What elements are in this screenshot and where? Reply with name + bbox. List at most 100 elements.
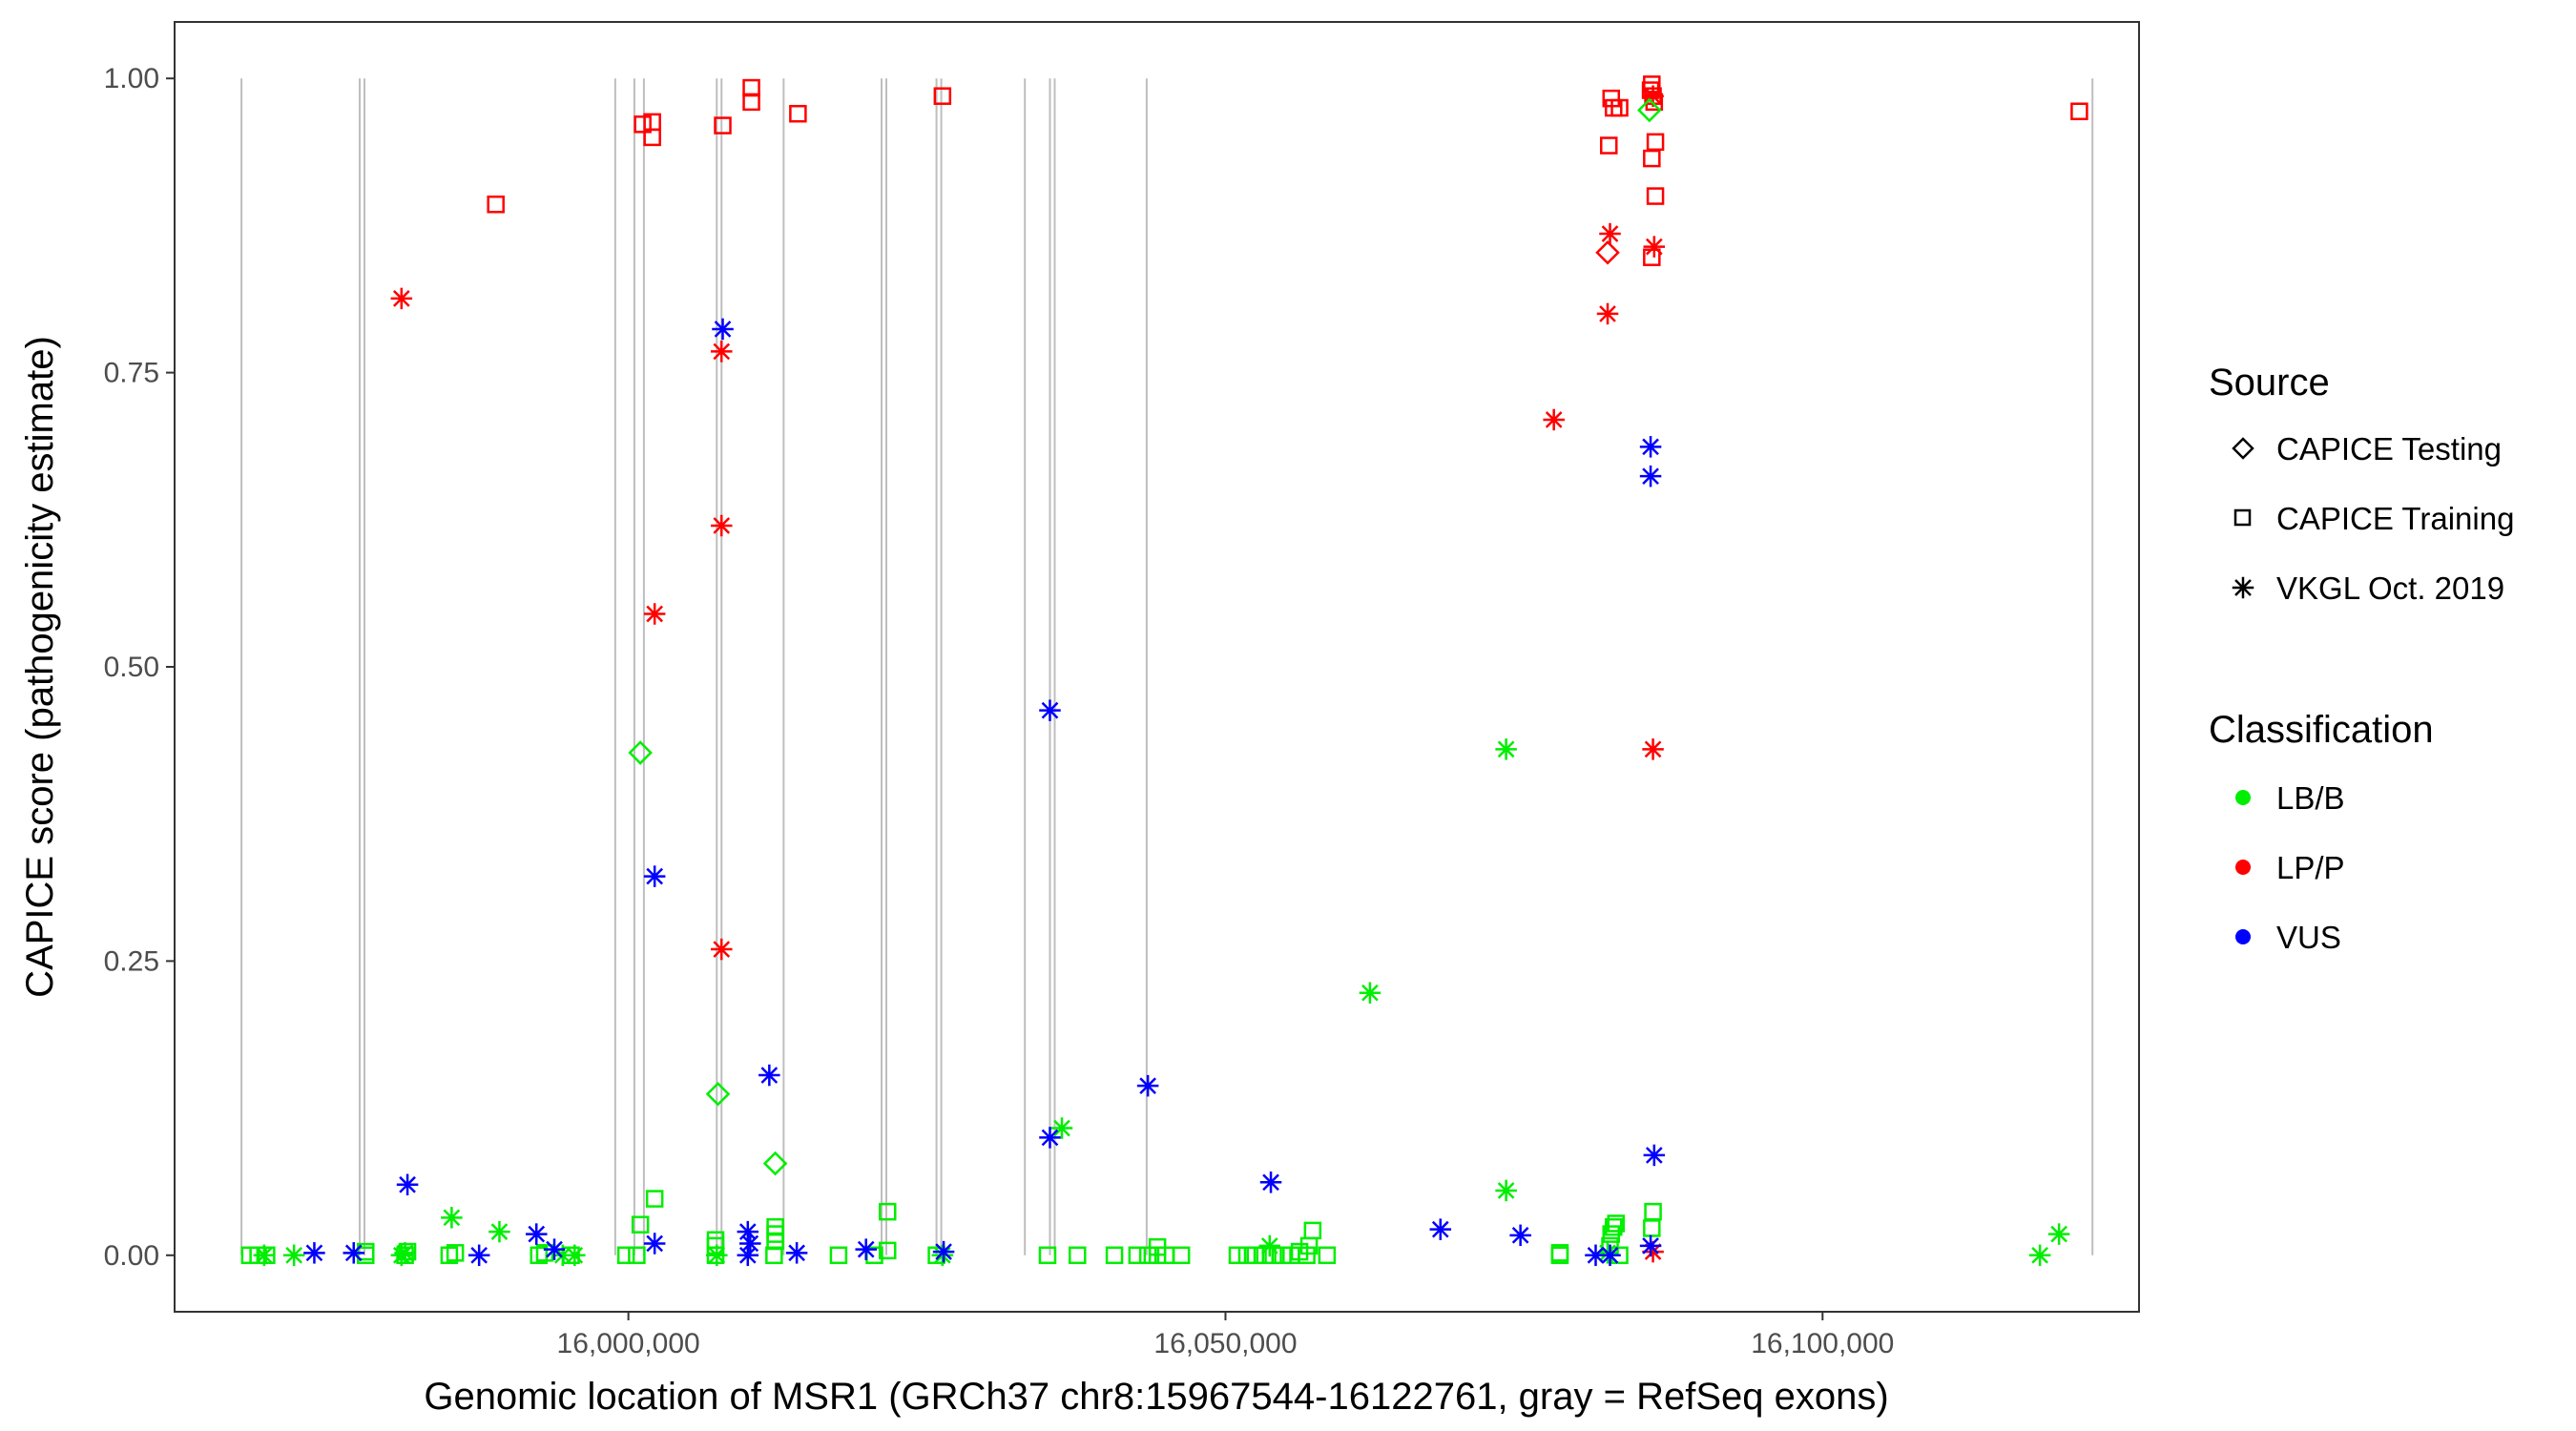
data-point-asterisk — [785, 1242, 808, 1264]
data-point-asterisk — [2028, 1244, 2051, 1267]
data-point-asterisk — [1642, 738, 1664, 760]
data-point-square — [742, 93, 760, 112]
data-point-square — [878, 1241, 897, 1260]
data-point-asterisk — [343, 1242, 365, 1264]
data-point-square — [706, 1231, 725, 1250]
data-point-asterisk — [706, 1244, 728, 1267]
data-point-asterisk — [1429, 1218, 1452, 1240]
data-point-square — [1646, 187, 1665, 205]
data-point-asterisk — [931, 1244, 954, 1267]
data-point-square — [2070, 102, 2088, 121]
legend-entry-capice-testing: CAPICE Testing — [2232, 431, 2502, 467]
data-point-square — [1105, 1246, 1124, 1265]
data-point-square — [487, 195, 505, 214]
data-point-square — [1264, 1246, 1282, 1265]
data-point-asterisk — [488, 1220, 510, 1243]
data-point-square — [1172, 1246, 1191, 1265]
legend-label-vus: VUS — [2276, 920, 2341, 955]
data-point-square — [634, 115, 652, 134]
data-point-asterisk — [1643, 1144, 1666, 1167]
data-point-square — [643, 128, 661, 147]
data-point-square — [1643, 248, 1661, 266]
x-tick-label: 16,050,000 — [1153, 1328, 1297, 1359]
x-axis: 16,000,000 16,050,000 16,100,000 — [557, 1312, 1894, 1359]
square-icon — [2233, 508, 2252, 527]
data-point-diamond — [762, 1151, 788, 1176]
y-tick-label: 0.00 — [104, 1240, 159, 1272]
legend-entry-lpp: LP/P — [2235, 850, 2345, 885]
data-point-square — [878, 1202, 897, 1221]
data-point-square — [1600, 136, 1618, 155]
data-point-square — [1318, 1246, 1337, 1265]
data-point-asterisk — [303, 1242, 325, 1264]
data-point-asterisk — [711, 341, 733, 363]
data-point-square — [1643, 75, 1661, 93]
data-point-square — [530, 1246, 549, 1265]
data-point-diamond — [1595, 240, 1620, 265]
data-point-square — [440, 1246, 459, 1265]
data-point-asterisk — [1039, 699, 1061, 721]
data-point-square — [1607, 1214, 1626, 1233]
data-point-square — [1038, 1246, 1057, 1265]
data-point-asterisk — [643, 1233, 666, 1255]
data-point-asterisk — [467, 1244, 490, 1267]
y-tick-label: 0.50 — [104, 652, 159, 683]
data-point-asterisk — [711, 514, 733, 537]
legend-entry-vkgl: VKGL Oct. 2019 — [2232, 570, 2504, 606]
data-point-asterisk — [543, 1238, 566, 1260]
data-point-asterisk — [1259, 1172, 1282, 1193]
data-point-asterisk — [1599, 222, 1621, 245]
data-point-asterisk — [1599, 1244, 1621, 1267]
data-point-asterisk — [1543, 408, 1565, 431]
y-tick-label: 1.00 — [104, 63, 159, 94]
data-points — [240, 75, 2088, 1267]
x-tick-label: 16,000,000 — [557, 1328, 700, 1359]
legend: Source CAPICE Testing CAPICE Training VK… — [2209, 362, 2514, 955]
data-point-square — [1303, 1221, 1322, 1240]
blue-dot-icon — [2235, 929, 2251, 944]
data-point-square — [829, 1246, 848, 1265]
data-point-asterisk — [1639, 465, 1662, 487]
data-point-square — [1643, 149, 1661, 168]
data-point-asterisk — [253, 1244, 276, 1267]
data-point-square — [1610, 98, 1629, 117]
legend-classification-title: Classification — [2209, 709, 2434, 751]
data-point-asterisk — [390, 287, 413, 310]
data-point-square — [1228, 1246, 1247, 1265]
data-point-asterisk — [564, 1244, 586, 1267]
data-point-asterisk — [1639, 1234, 1662, 1257]
data-point-square — [789, 104, 807, 123]
data-point-square — [1605, 1217, 1623, 1236]
data-point-square — [1643, 1219, 1661, 1237]
data-point-asterisk — [739, 1233, 761, 1255]
red-dot-icon — [2235, 860, 2251, 875]
data-point-asterisk — [1639, 436, 1662, 458]
green-dot-icon — [2235, 790, 2251, 805]
legend-label-capice-training: CAPICE Training — [2276, 501, 2514, 536]
data-point-square — [446, 1244, 465, 1262]
data-point-asterisk — [1643, 236, 1666, 258]
legend-label-capice-testing: CAPICE Testing — [2276, 431, 2502, 467]
data-point-asterisk — [394, 1242, 416, 1264]
data-point-square — [1550, 1244, 1569, 1262]
y-tick-label: 0.25 — [104, 945, 159, 977]
x-axis-title: Genomic location of MSR1 (GRCh37 chr8:15… — [424, 1376, 1888, 1418]
data-point-asterisk — [282, 1244, 305, 1267]
data-point-asterisk — [2047, 1223, 2070, 1245]
plot-panel-border — [174, 21, 2140, 1313]
data-point-square — [1069, 1246, 1087, 1265]
data-point-asterisk — [711, 938, 733, 961]
data-point-asterisk — [737, 1244, 759, 1267]
data-point-asterisk — [1136, 1074, 1159, 1097]
data-point-square — [766, 1217, 784, 1236]
data-point-square — [1128, 1246, 1147, 1265]
diamond-icon — [2232, 437, 2254, 460]
data-point-asterisk — [932, 1240, 955, 1263]
data-point-square — [631, 1215, 650, 1234]
data-point-asterisk — [441, 1207, 463, 1229]
data-point-asterisk — [643, 865, 666, 887]
y-axis-title: CAPICE score (pathogenicity estimate) — [19, 336, 61, 998]
data-point-asterisk — [396, 1173, 419, 1196]
data-point-square — [628, 1246, 646, 1265]
